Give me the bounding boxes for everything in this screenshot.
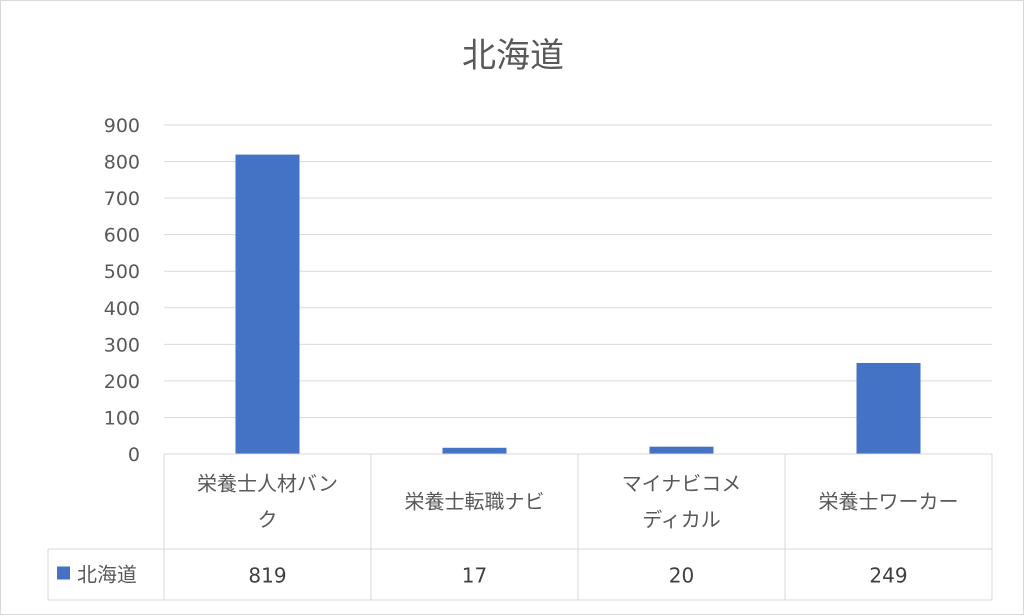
y-tick-label-700: 700 bbox=[104, 188, 140, 210]
y-tick-label-200: 200 bbox=[104, 371, 140, 393]
table-value-2: 17 bbox=[462, 564, 487, 588]
chart-title: 北海道 bbox=[462, 36, 564, 76]
category-label-1-line-2: ク bbox=[258, 508, 278, 532]
y-tick-label-600: 600 bbox=[104, 225, 140, 247]
y-tick-label-0: 0 bbox=[128, 444, 140, 466]
y-tick-label-900: 900 bbox=[104, 115, 140, 137]
y-tick-label-300: 300 bbox=[104, 334, 140, 356]
bar-4 bbox=[856, 362, 921, 454]
category-label-3-line-1: マイナビコメ bbox=[622, 472, 742, 496]
table-value-1: 819 bbox=[248, 564, 286, 588]
bars bbox=[235, 154, 921, 455]
legend-label: 北海道 bbox=[77, 563, 137, 587]
bar-2 bbox=[442, 447, 507, 454]
category-label-1-line-1: 栄養士人材バン bbox=[197, 472, 338, 496]
y-tick-label-400: 400 bbox=[104, 298, 140, 320]
category-label-3-line-2: ディカル bbox=[642, 508, 721, 532]
category-label-2: 栄養士転職ナビ bbox=[405, 490, 545, 514]
bar-3 bbox=[649, 446, 714, 454]
y-tick-label-500: 500 bbox=[104, 261, 140, 283]
gridlines bbox=[164, 124, 992, 455]
table-value-4: 249 bbox=[869, 564, 907, 588]
y-tick-label-100: 100 bbox=[104, 407, 140, 429]
bar-1 bbox=[235, 154, 300, 455]
category-label-4: 栄養士ワーカー bbox=[819, 490, 959, 514]
y-axis-ticks: 0 100 200 300 400 500 600 700 800 900 bbox=[104, 115, 140, 466]
table-value-3: 20 bbox=[669, 564, 694, 588]
legend-swatch bbox=[57, 566, 70, 580]
y-tick-label-800: 800 bbox=[104, 152, 140, 174]
